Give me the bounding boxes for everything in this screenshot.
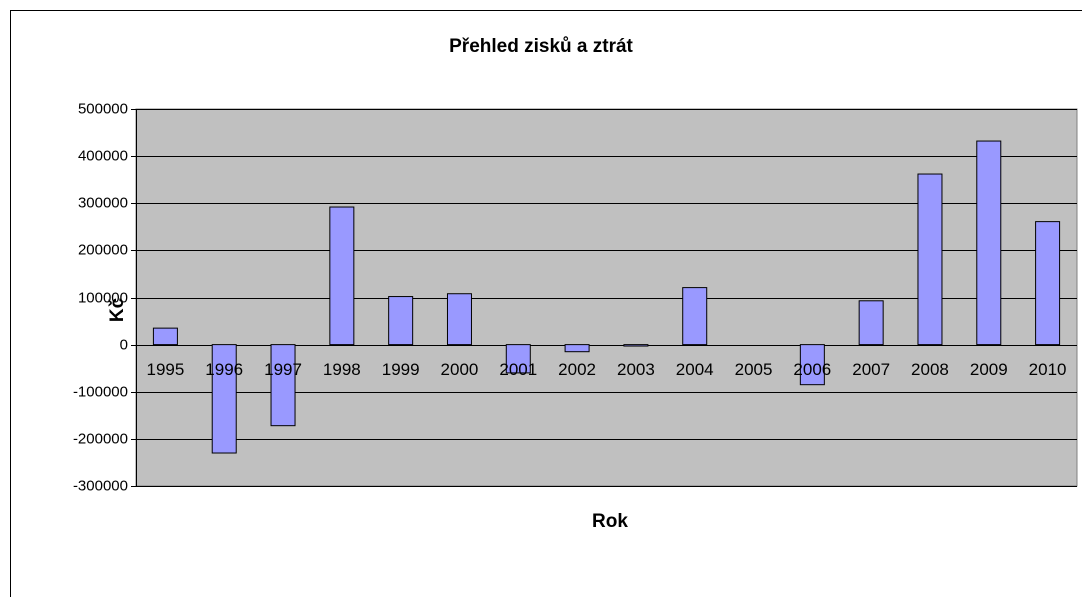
y-tick-label: -300000 xyxy=(73,477,128,494)
x-tick-label: 2002 xyxy=(558,360,596,379)
bar xyxy=(329,206,355,346)
x-tick-label: 2009 xyxy=(970,360,1008,379)
x-tick-label: 1998 xyxy=(323,360,361,379)
bar xyxy=(388,296,414,346)
x-tick-label: 2005 xyxy=(735,360,773,379)
x-tick-label: 1997 xyxy=(264,360,302,379)
bar xyxy=(446,293,472,346)
y-tick-label: 100000 xyxy=(78,289,128,306)
x-tick-label: 2007 xyxy=(852,360,890,379)
chart-title: Přehled zisků a ztrát xyxy=(449,36,633,57)
bar xyxy=(564,344,590,353)
bar xyxy=(270,344,296,427)
bar xyxy=(211,344,237,454)
y-tick-label: 500000 xyxy=(78,100,128,117)
x-tick-label: 2000 xyxy=(441,360,479,379)
y-tick-label: 300000 xyxy=(78,194,128,211)
y-tick-label: 200000 xyxy=(78,241,128,258)
x-tick-label: 2004 xyxy=(676,360,714,379)
y-tick-label: 400000 xyxy=(78,147,128,164)
x-axis-label: Rok xyxy=(592,511,628,532)
bar xyxy=(976,140,1002,346)
x-tick-label: 2003 xyxy=(617,360,655,379)
y-axis-label: Kč xyxy=(107,297,128,322)
x-tick-label: 1996 xyxy=(205,360,243,379)
x-tick-label: 2001 xyxy=(499,360,537,379)
bar xyxy=(505,344,531,374)
x-tick-label: 1999 xyxy=(382,360,420,379)
x-tick-label: 1995 xyxy=(146,360,184,379)
bar xyxy=(623,344,649,347)
bar xyxy=(152,327,178,346)
y-tick-label: -200000 xyxy=(73,430,128,447)
bar xyxy=(1035,221,1061,346)
bar xyxy=(858,300,884,346)
bar xyxy=(917,173,943,346)
x-tick-label: 2006 xyxy=(793,360,831,379)
x-tick-label: 2008 xyxy=(911,360,949,379)
bar xyxy=(682,287,708,346)
x-tick-label: 2010 xyxy=(1029,360,1067,379)
bar xyxy=(799,344,825,386)
y-tick-label: 0 xyxy=(120,336,128,353)
y-tick-label: -100000 xyxy=(73,383,128,400)
